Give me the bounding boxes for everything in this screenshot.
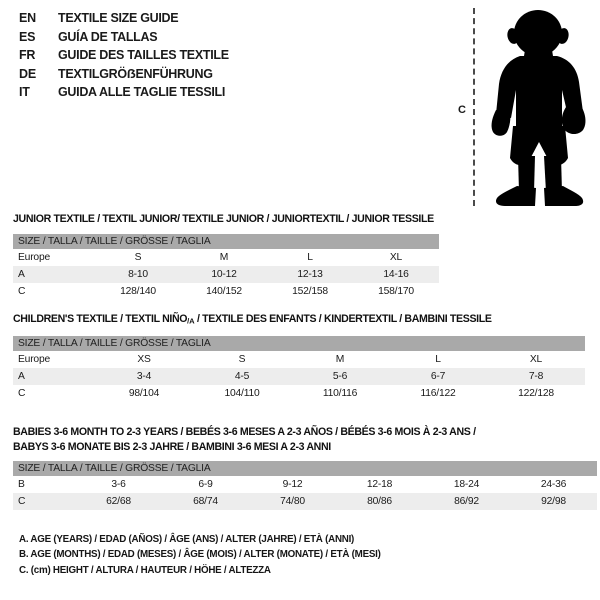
row-label: A <box>13 265 95 283</box>
table-cell: 3-4 <box>95 367 193 385</box>
table-cell: 6-9 <box>162 476 249 493</box>
table-row: C 62/68 68/74 74/80 80/86 86/92 92/98 <box>13 493 597 510</box>
section-babies-textile: BABIES 3-6 MONTH TO 2-3 YEARS / BEBÉS 3-… <box>13 425 597 510</box>
toddler-silhouette-icon <box>491 10 586 206</box>
table-cell: 8-10 <box>95 265 181 283</box>
row-label: C <box>13 493 75 510</box>
language-title: TEXTILE SIZE GUIDE <box>58 11 179 25</box>
section-title-children-subscript: /A <box>187 316 195 326</box>
table-row: A 8-10 10-12 12-13 14-16 <box>13 265 439 283</box>
row-label: Europe <box>13 350 95 368</box>
language-title: GUIDA ALLE TAGLIE TESSILI <box>58 85 226 100</box>
language-row: FR GUIDE DES TAILLES TEXTILE <box>19 48 439 67</box>
table-cell: XL <box>487 350 585 368</box>
table-cell: 140/152 <box>181 282 267 300</box>
table-cell: 18-24 <box>423 476 510 493</box>
table-cell: 4-5 <box>193 367 291 385</box>
section-junior-textile: JUNIOR TEXTILE / TEXTIL JUNIOR/ TEXTILE … <box>13 212 439 300</box>
size-header-label: SIZE / TALLA / TAILLE / GRÖSSE / TAGLIA <box>13 335 585 351</box>
legend-line-a: A. AGE (YEARS) / EDAD (AÑOS) / ÂGE (ANS)… <box>19 534 355 545</box>
language-code: EN <box>19 11 36 25</box>
language-row: EN TEXTILE SIZE GUIDE <box>19 11 439 30</box>
table-row: C 128/140 140/152 152/158 158/170 <box>13 282 439 300</box>
table-cell: 116/122 <box>389 384 487 402</box>
table-cell: S <box>95 248 181 266</box>
table-cell: 104/110 <box>193 384 291 402</box>
table-cell: 92/98 <box>510 493 597 510</box>
table-cell: 14-16 <box>353 265 439 283</box>
table-row: Europe XS S M L XL <box>13 350 585 368</box>
section-title-children-part2: / TEXTILE DES ENFANTS / KINDERTEXTIL / B… <box>194 313 492 325</box>
table-cell: M <box>181 248 267 266</box>
table-cell: 158/170 <box>353 282 439 300</box>
table-cell: M <box>291 350 389 368</box>
table-header-row: SIZE / TALLA / TAILLE / GRÖSSE / TAGLIA <box>13 461 597 476</box>
table-row: Europe S M L XL <box>13 248 439 266</box>
table-cell: 9-12 <box>249 476 336 493</box>
language-title: TEXTILGRÖẞENFÜHRUNG <box>58 66 213 81</box>
table-cell: 24-36 <box>510 476 597 493</box>
size-header-label: SIZE / TALLA / TAILLE / GRÖSSE / TAGLIA <box>13 233 439 249</box>
table-cell: 152/158 <box>267 282 353 300</box>
section-childrens-textile: CHILDREN'S TEXTILE / TEXTIL NIÑO/A / TEX… <box>13 312 585 402</box>
table-cell: 68/74 <box>162 493 249 510</box>
size-header-label: SIZE / TALLA / TAILLE / GRÖSSE / TAGLIA <box>13 461 597 476</box>
section-title-children: CHILDREN'S TEXTILE / TEXTIL NIÑO/A / TEX… <box>13 312 585 329</box>
language-title: GUIDE DES TAILLES TEXTILE <box>58 48 229 63</box>
row-label: A <box>13 367 95 385</box>
table-cell: L <box>389 350 487 368</box>
table-cell: XL <box>353 248 439 266</box>
table-cell: 12-13 <box>267 265 353 283</box>
table-cell: XS <box>95 350 193 368</box>
table-cell: 80/86 <box>336 493 423 510</box>
table-header-row: SIZE / TALLA / TAILLE / GRÖSSE / TAGLIA <box>13 335 585 351</box>
table-cell: 74/80 <box>249 493 336 510</box>
babies-size-table: SIZE / TALLA / TAILLE / GRÖSSE / TAGLIA … <box>13 461 597 510</box>
table-header-row: SIZE / TALLA / TAILLE / GRÖSSE / TAGLIA <box>13 233 439 249</box>
table-cell: 86/92 <box>423 493 510 510</box>
row-label: Europe <box>13 248 95 266</box>
table-row: A 3-4 4-5 5-6 6-7 7-8 <box>13 367 585 385</box>
table-row: B 3-6 6-9 9-12 12-18 18-24 24-36 <box>13 476 597 493</box>
language-code: DE <box>19 66 36 81</box>
language-code: FR <box>19 48 36 63</box>
height-measurement-illustration: C <box>450 0 600 215</box>
junior-size-table: SIZE / TALLA / TAILLE / GRÖSSE / TAGLIA … <box>13 233 439 300</box>
table-cell: 5-6 <box>291 367 389 385</box>
language-code: ES <box>19 29 36 44</box>
table-cell: 110/116 <box>291 384 389 402</box>
language-row: IT GUIDA ALLE TAGLIE TESSILI <box>19 85 439 104</box>
table-cell: 122/128 <box>487 384 585 402</box>
height-measure-label: C <box>458 104 466 116</box>
measurement-legend: A. AGE (YEARS) / EDAD (AÑOS) / ÂGE (ANS)… <box>19 532 381 578</box>
row-label: C <box>13 282 95 300</box>
legend-line-c: C. (cm) HEIGHT / ALTURA / HAUTEUR / HÖHE… <box>19 564 271 576</box>
legend-line-b: B. AGE (MONTHS) / EDAD (MESES) / ÂGE (MO… <box>19 549 381 561</box>
table-cell: 12-18 <box>336 476 423 493</box>
language-code: IT <box>19 85 30 100</box>
children-size-table: SIZE / TALLA / TAILLE / GRÖSSE / TAGLIA … <box>13 335 585 402</box>
table-cell: 128/140 <box>95 282 181 300</box>
height-dashed-guideline <box>473 8 475 206</box>
table-row: C 98/104 104/110 110/116 116/122 122/128 <box>13 384 585 402</box>
table-cell: 6-7 <box>389 367 487 385</box>
section-title-babies-line2: BABYS 3-6 MONATE BIS 2-3 JAHRE / BAMBINI… <box>13 440 331 453</box>
section-title-junior: JUNIOR TEXTILE / TEXTIL JUNIOR/ TEXTILE … <box>13 213 434 225</box>
table-cell: 98/104 <box>95 384 193 402</box>
language-header-block: EN TEXTILE SIZE GUIDE ES GUÍA DE TALLAS … <box>19 11 439 104</box>
table-cell: L <box>267 248 353 266</box>
section-title-babies-line1: BABIES 3-6 MONTH TO 2-3 YEARS / BEBÉS 3-… <box>13 426 476 438</box>
table-cell: 3-6 <box>75 476 162 493</box>
table-cell: 62/68 <box>75 493 162 510</box>
table-cell: 10-12 <box>181 265 267 283</box>
row-label: C <box>13 384 95 402</box>
table-cell: S <box>193 350 291 368</box>
section-title-children-part1: CHILDREN'S TEXTILE / TEXTIL NIÑO <box>13 313 188 325</box>
language-row: DE TEXTILGRÖẞENFÜHRUNG <box>19 67 439 86</box>
language-row: ES GUÍA DE TALLAS <box>19 30 439 49</box>
table-cell: 7-8 <box>487 367 585 385</box>
language-title: GUÍA DE TALLAS <box>58 29 158 44</box>
row-label: B <box>13 476 75 493</box>
